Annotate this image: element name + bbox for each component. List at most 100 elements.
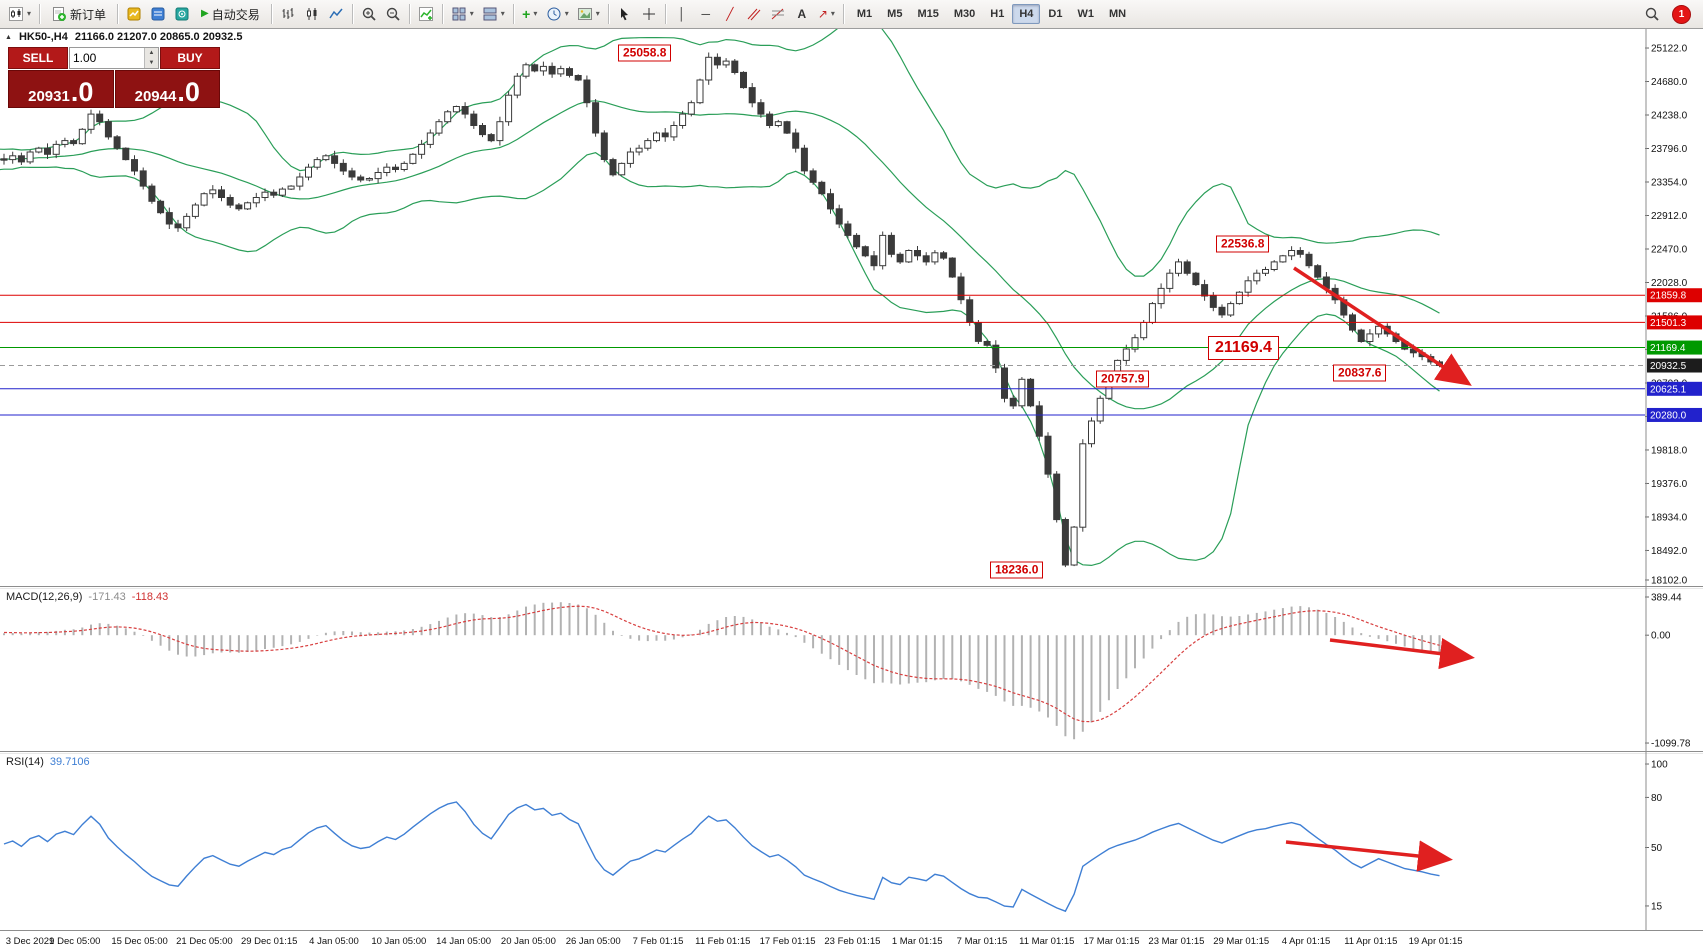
arrows-tool-button[interactable]: ↗ ▾ [814,3,839,25]
add-object-button[interactable]: + ▾ [518,3,542,25]
macd-label: MACD(12,26,9) -171.43 -118.43 [6,591,168,603]
svg-text:-1099.78: -1099.78 [1651,739,1691,750]
cursor-button[interactable] [613,3,637,25]
indicators-button[interactable] [414,3,438,25]
candlestick-chart-button[interactable] [300,3,324,25]
market-watch-button[interactable] [122,3,146,25]
text-button[interactable]: A [790,3,814,25]
sell-price-main: 20931 [28,88,70,105]
vertical-line-button[interactable]: │ [670,3,694,25]
lot-increase-button[interactable]: ▲ [145,48,158,58]
navigator-icon [175,7,189,21]
horizontal-line-button[interactable]: ─ [694,3,718,25]
timeframe-button-m15[interactable]: M15 [910,4,945,24]
navigator-button[interactable] [170,3,194,25]
timeframe-button-h4[interactable]: H4 [1012,4,1041,24]
zoom-out-icon [386,7,400,21]
macd-main-value: -171.43 [88,591,126,603]
zoom-out-button[interactable] [381,3,405,25]
data-window-icon [151,7,165,21]
chevron-down-icon: ▾ [469,9,474,18]
buy-button[interactable]: BUY [160,47,220,69]
svg-text:11 Apr 01:15: 11 Apr 01:15 [1344,936,1397,947]
new-chart-button[interactable]: ▾ [4,3,35,25]
crosshair-button[interactable] [637,3,661,25]
macd-signal-value: -118.43 [131,591,169,603]
sell-price-button[interactable]: 20931 .0 [8,70,114,108]
bar-chart-button[interactable] [276,3,300,25]
chevron-down-icon: ▾ [564,9,569,18]
svg-text:10 Jan 05:00: 10 Jan 05:00 [371,936,426,947]
buy-price-fraction: .0 [177,77,200,108]
search-icon [1645,7,1659,21]
svg-text:24680.0: 24680.0 [1651,77,1688,88]
svg-text:7 Mar 01:15: 7 Mar 01:15 [957,936,1008,947]
zoom-in-button[interactable] [357,3,381,25]
svg-text:7 Feb 01:15: 7 Feb 01:15 [633,936,684,947]
timeframe-button-m5[interactable]: M5 [880,4,909,24]
macd-name: MACD(12,26,9) [6,591,83,603]
channel-button[interactable] [742,3,766,25]
buy-price-button[interactable]: 20944 .0 [114,70,220,108]
arrange-windows-button[interactable]: ▾ [478,3,509,25]
timeframe-button-w1[interactable]: W1 [1070,4,1101,24]
expand-triangle-icon[interactable]: ▲ [5,33,12,41]
lot-decrease-button[interactable]: ▼ [145,58,158,68]
autotrading-button[interactable]: ▶ 自动交易 [194,3,267,25]
template-button[interactable]: ▾ [573,3,604,25]
fibonacci-icon [771,8,784,20]
svg-text:18102.0: 18102.0 [1651,576,1688,587]
svg-text:15: 15 [1651,901,1663,912]
new-order-icon [53,7,67,21]
svg-text:19818.0: 19818.0 [1651,445,1688,456]
line-chart-button[interactable] [324,3,348,25]
market-watch-icon [127,7,141,21]
svg-text:22912.0: 22912.0 [1651,211,1688,222]
svg-text:24238.0: 24238.0 [1651,111,1688,122]
cursor-icon [620,8,628,21]
period-button[interactable]: ▾ [542,3,573,25]
template-icon [577,8,592,20]
data-window-button[interactable] [146,3,170,25]
toolbar-separator [664,4,666,24]
timeframe-button-m1[interactable]: M1 [850,4,879,24]
chevron-down-icon: ▾ [595,9,600,18]
svg-text:23 Feb 01:15: 23 Feb 01:15 [824,936,880,947]
svg-text:4 Apr 01:15: 4 Apr 01:15 [1282,936,1331,947]
text-icon: A [797,7,807,21]
svg-text:21 Dec 05:00: 21 Dec 05:00 [176,936,233,947]
trendline-button[interactable]: ╱ [718,3,742,25]
timeframe-button-d1[interactable]: D1 [1041,4,1069,24]
arrange-windows-icon [483,7,497,21]
play-icon: ▶ [201,8,209,19]
timeframe-button-m30[interactable]: M30 [947,4,982,24]
lot-size-field: ▲ ▼ [69,47,159,69]
lot-size-input[interactable] [70,48,144,68]
rsi-value: 39.7106 [49,756,90,768]
svg-text:21169.4: 21169.4 [1650,343,1686,354]
svg-text:18934.0: 18934.0 [1651,512,1688,523]
symbol-period-label: HK50-,H4 [18,31,68,43]
horizontal-line-icon: ─ [701,7,711,21]
toolbar-separator [39,4,41,24]
plus-icon: + [522,6,531,22]
fibonacci-button[interactable] [766,3,790,25]
notification-badge[interactable]: 1 [1672,4,1691,24]
timeframe-button-h1[interactable]: H1 [983,4,1011,24]
svg-text:18492.0: 18492.0 [1651,546,1688,557]
arrow-tool-icon: ↗ [817,7,828,21]
svg-text:17 Mar 01:15: 17 Mar 01:15 [1084,936,1140,947]
svg-text:14 Jan 05:00: 14 Jan 05:00 [436,936,491,947]
timeframe-button-mn[interactable]: MN [1102,4,1133,24]
sell-button[interactable]: SELL [8,47,68,69]
tile-windows-button[interactable]: ▾ [447,3,478,25]
autotrading-label: 自动交易 [211,7,260,22]
svg-text:20280.0: 20280.0 [1650,410,1687,421]
svg-text:29 Dec 01:15: 29 Dec 01:15 [241,936,298,947]
new-order-button[interactable]: 新订单 [44,3,113,25]
new-chart-icon [9,7,23,21]
svg-text:25122.0: 25122.0 [1651,44,1688,55]
search-button[interactable] [1640,3,1664,25]
svg-text:80: 80 [1651,793,1663,804]
